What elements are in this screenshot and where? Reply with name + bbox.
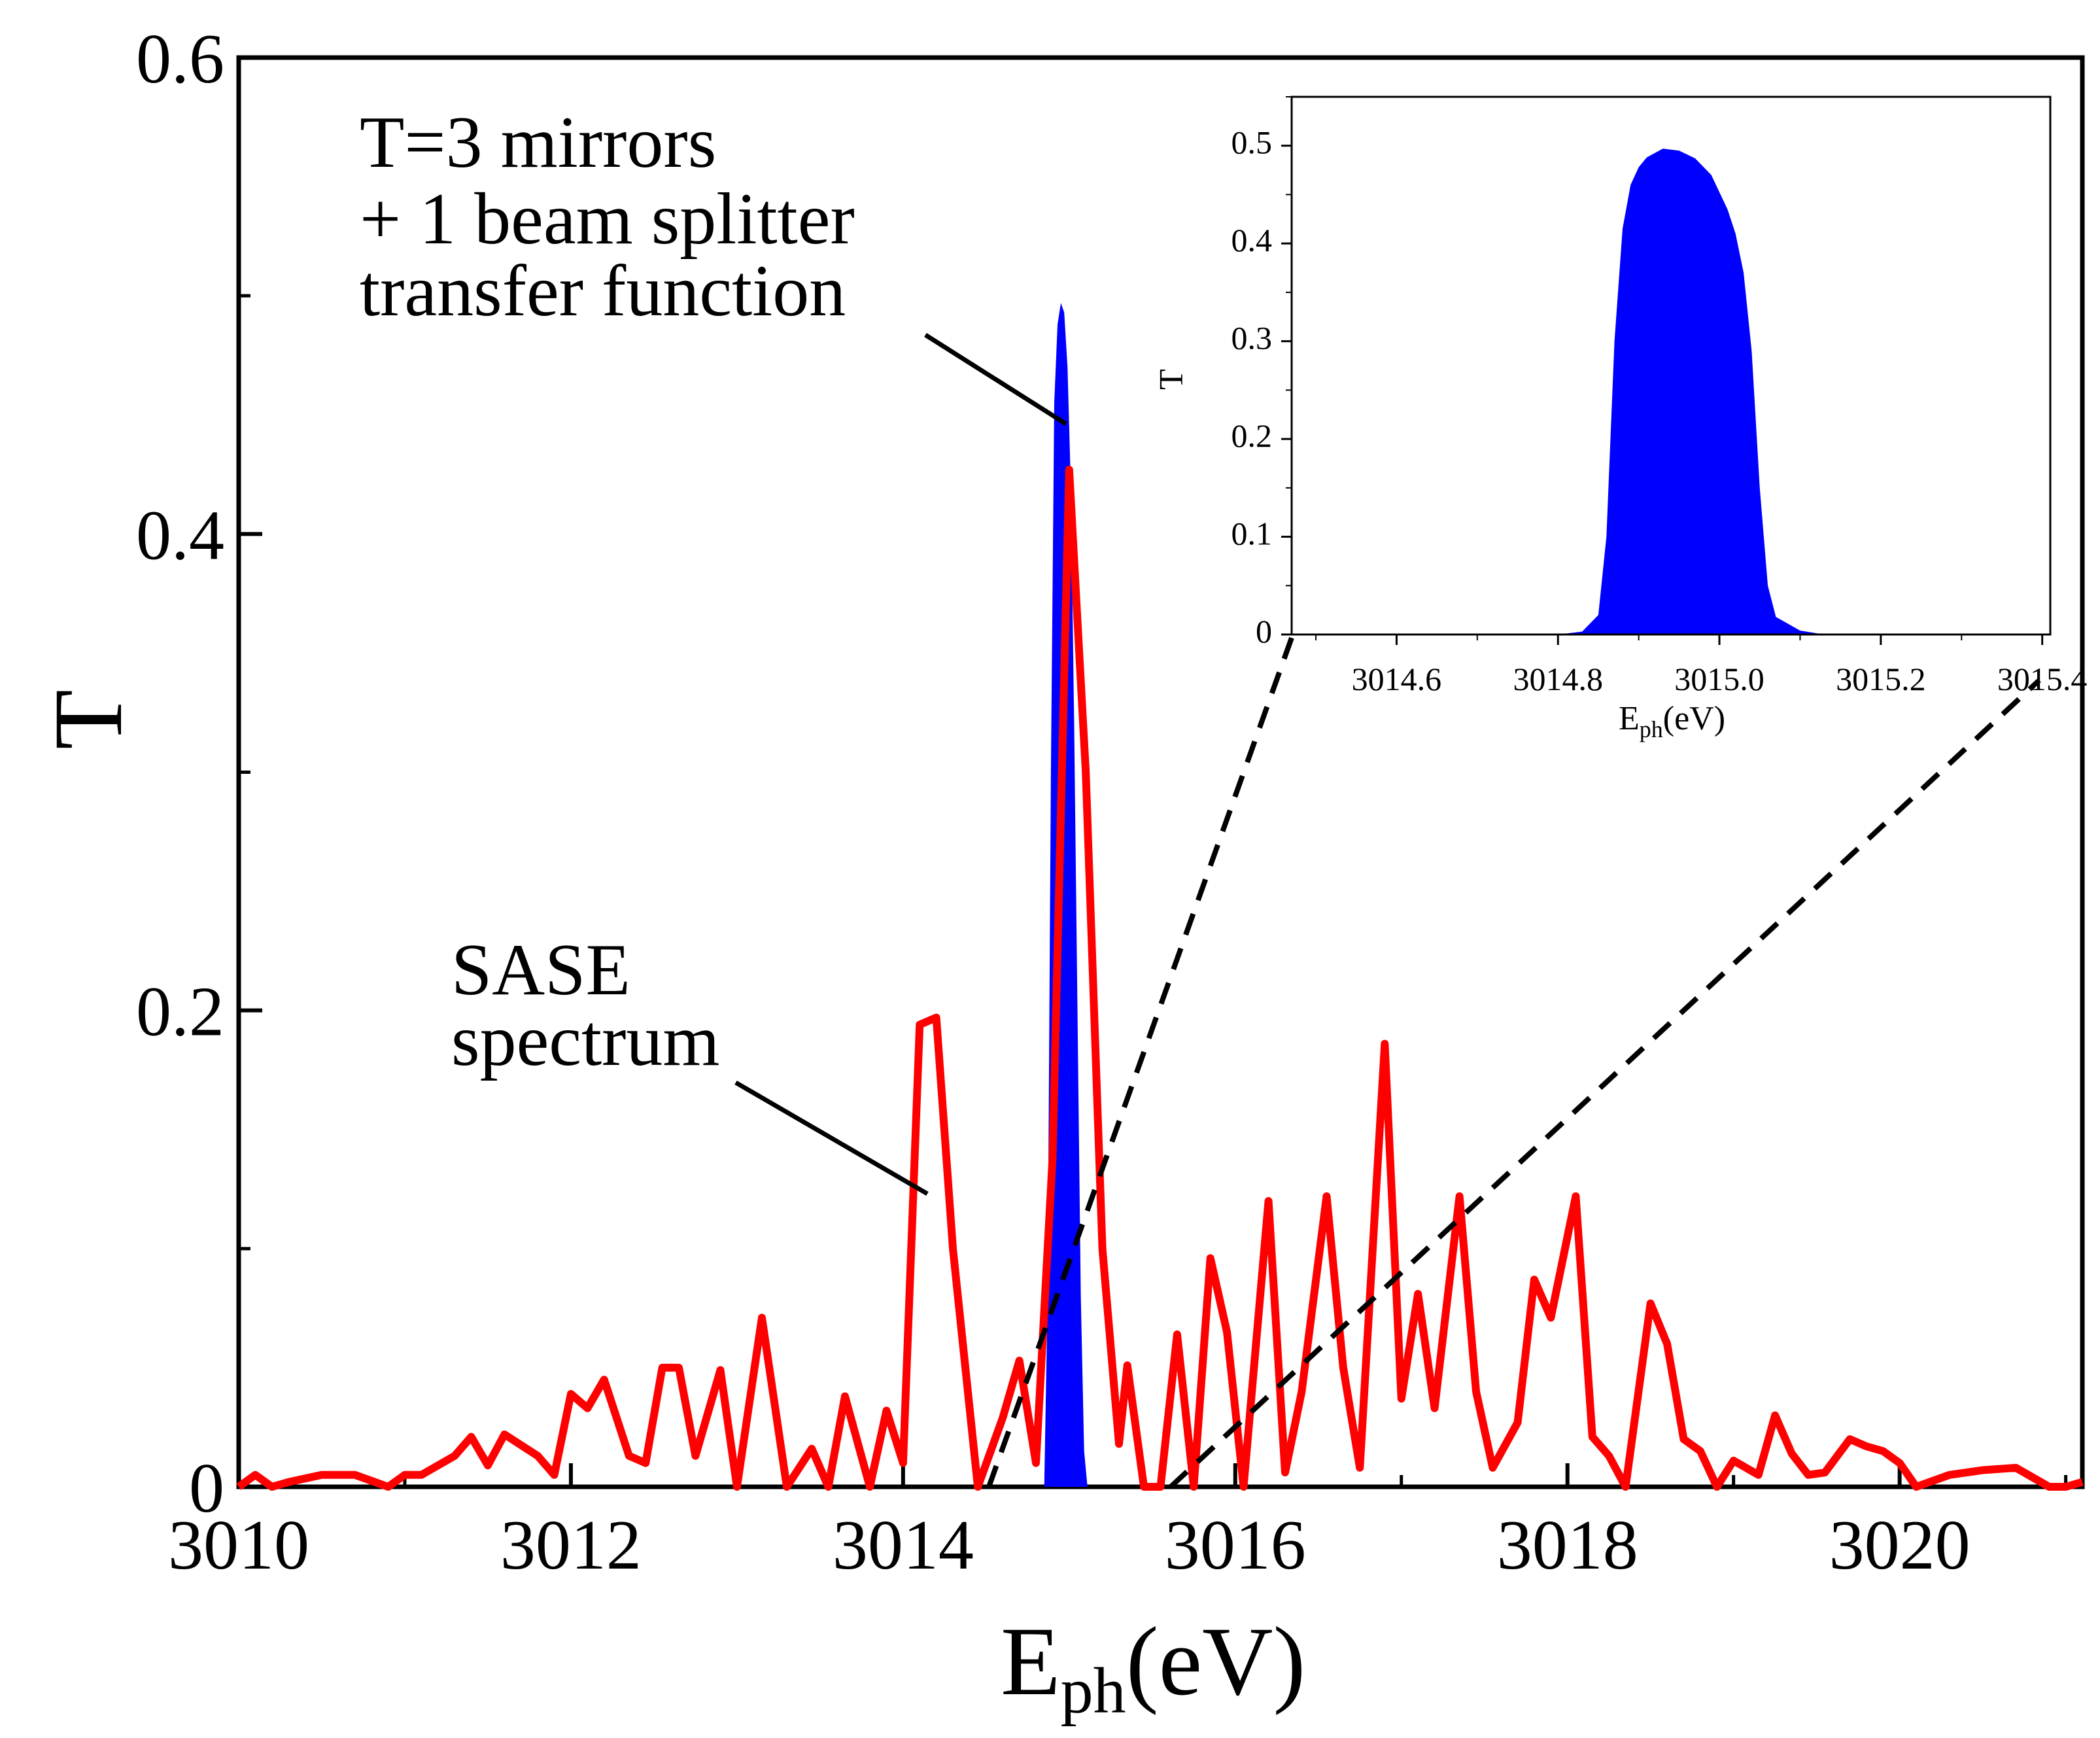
inset-x-tick-label: 3015.0 [1674,661,1764,697]
transfer-function-area [1044,303,1088,1487]
main-x-tick-label: 3010 [168,1506,309,1584]
inset-x-tick-label: 3014.6 [1352,661,1442,697]
main-x-tick-label: 3014 [833,1506,974,1584]
transfer-annotation-pointer [924,333,1067,426]
main-y-tick-label: 0.6 [136,20,224,98]
transfer-annotation-line1: T=3 mirrors [360,102,716,183]
transfer-annotation-line2: + 1 beam splitter [360,179,855,260]
inset-y-tick-label: 0.2 [1231,417,1273,454]
inset-transfer-area [1292,148,2050,634]
inset-x-tick-label: 3014.8 [1513,661,1603,697]
sase-spectrum-line [236,466,2084,1491]
inset-y-tick-label: 0.3 [1231,320,1273,356]
inset-plot-frame [1290,96,2052,636]
inset-y-tick-label: 0.4 [1231,222,1273,258]
transfer-annotation-line3: transfer function [360,251,846,332]
main-y-tick-label: 0.2 [136,973,224,1051]
zoom-line-left [986,636,1294,1488]
inset-y-tick-label: 0.1 [1231,515,1273,552]
inset-axis-ticks: 3014.6 3014.8 3015.0 3015.2 3015.4 0 0.1 0.2 0.3… [1231,96,2088,697]
inset-y-tick-label: 0.5 [1231,124,1273,161]
inset-x-tick-label: 3015.4 [1997,661,2088,697]
inset-x-axis-label: Eph(eV) [1619,700,1725,742]
main-y-tick-label: 0.4 [136,496,224,574]
main-x-axis-label: Eph(eV) [1001,1607,1305,1727]
main-x-tick-label: 3020 [1829,1506,1971,1584]
inset-y-axis-label: T [1153,369,1190,390]
main-axis-ticks: 3010 3012 3014 3016 3018 3020 0 0.2 0.4 0.6 [136,20,2068,1584]
main-x-tick-label: 3016 [1165,1506,1306,1584]
main-x-tick-label: 3018 [1497,1506,1638,1584]
sase-annotation-pointer [734,1080,929,1196]
main-y-tick-label: 0 [189,1450,224,1527]
sase-annotation-line1: SASE [451,930,630,1011]
zoom-line-right [1169,678,2041,1489]
main-y-axis-label: T [34,689,143,750]
main-x-tick-label: 3012 [500,1506,642,1584]
inset-x-tick-label: 3015.2 [1836,661,1926,697]
inset-y-tick-label: 0 [1256,613,1272,650]
sase-annotation-line2: spectrum [451,1000,720,1081]
